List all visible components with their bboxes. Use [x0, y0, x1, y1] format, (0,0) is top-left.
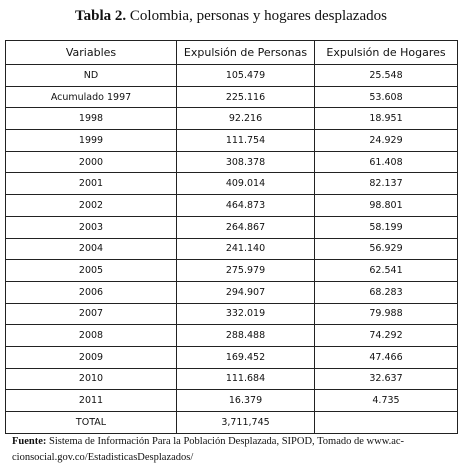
- cell: 105.479: [176, 64, 315, 87]
- cell: 111.684: [176, 367, 315, 391]
- cell: 332.019: [176, 302, 315, 326]
- cell: 92.216: [176, 107, 315, 131]
- cell: 4.735: [314, 389, 458, 412]
- cell: Acumulado 1997: [5, 85, 177, 109]
- cell: TOTAL: [5, 411, 177, 434]
- table-row: Acumulado 1997 225.116 53.608: [5, 85, 458, 109]
- cell: 2003: [5, 215, 177, 239]
- cell: 294.907: [176, 280, 315, 304]
- table-row: 2004 241.140 56.929: [5, 237, 458, 261]
- cell: 74.292: [314, 324, 458, 347]
- table-body: ND 105.479 25.548 Acumulado 1997 225.116 53.6…: [5, 64, 458, 434]
- table-row: 2001 409.014 82.137: [5, 172, 458, 196]
- cell: 18.951: [314, 107, 458, 131]
- title-label: Tabla 2.: [75, 8, 127, 24]
- cell: 264.867: [176, 215, 315, 239]
- title-text: Colombia, personas y hogares desplazados: [129, 8, 387, 24]
- cell: 288.488: [176, 324, 315, 347]
- table-row: 2003 264.867 58.199: [5, 215, 458, 239]
- footnote: Fuente: Sistema de Información Para la P…: [12, 434, 457, 466]
- footnote-label: Fuente:: [12, 436, 47, 447]
- cell: 56.929: [314, 237, 458, 261]
- cell: 464.873: [176, 194, 315, 217]
- table-row: 2007 332.019 79.988: [5, 302, 458, 326]
- cell: 275.979: [176, 259, 315, 282]
- cell: 169.452: [176, 345, 315, 369]
- cell: 2008: [5, 324, 177, 347]
- cell: 68.283: [314, 280, 458, 304]
- cell: 32.637: [314, 367, 458, 391]
- cell: 24.929: [314, 129, 458, 152]
- cell: 2001: [5, 172, 177, 196]
- table-row: 2008 288.488 74.292: [5, 324, 458, 347]
- cell: 308.378: [176, 150, 315, 174]
- footnote-line: Sistema de Información Para la Población…: [49, 436, 405, 447]
- cell: 79.988: [314, 302, 458, 326]
- cell: 409.014: [176, 172, 315, 196]
- cell: 3,711,745: [176, 411, 315, 434]
- table: Variables Expulsión de Personas Expulsión …: [5, 40, 458, 434]
- header-cell: Expulsión de Hogares: [314, 40, 458, 65]
- cell: 2000: [5, 150, 177, 174]
- cell: 61.408: [314, 150, 458, 174]
- cell: 58.199: [314, 215, 458, 239]
- table-title: Tabla 2. Colombia, personas y hogares de…: [0, 8, 462, 25]
- cell: 111.754: [176, 129, 315, 152]
- cell: 82.137: [314, 172, 458, 196]
- cell: 2009: [5, 345, 177, 369]
- cell: 2010: [5, 367, 177, 391]
- cell: 16.379: [176, 389, 315, 412]
- footnote-line: cionsocial.gov.co/EstadisticasDesplazado…: [12, 452, 194, 463]
- cell: 2004: [5, 237, 177, 261]
- table-row: 2010 111.684 32.637: [5, 367, 458, 391]
- table-row: 2006 294.907 68.283: [5, 280, 458, 304]
- cell: 2002: [5, 194, 177, 217]
- table-row: TOTAL 3,711,745: [5, 411, 458, 434]
- table-row: 2009 169.452 47.466: [5, 345, 458, 369]
- cell: 62.541: [314, 259, 458, 282]
- header-row: Variables Expulsión de Personas Expulsión …: [5, 40, 458, 65]
- table-row: 2000 308.378 61.408: [5, 150, 458, 174]
- cell: 2007: [5, 302, 177, 326]
- cell: 25.548: [314, 64, 458, 87]
- cell: 241.140: [176, 237, 315, 261]
- table-row: 1999 111.754 24.929: [5, 129, 458, 152]
- cell: 53.608: [314, 85, 458, 109]
- cell: 225.116: [176, 85, 315, 109]
- table-row: 2011 16.379 4.735: [5, 389, 458, 412]
- cell: 47.466: [314, 345, 458, 369]
- cell: 98.801: [314, 194, 458, 217]
- header-cell: Variables: [5, 40, 177, 65]
- table-row: 2002 464.873 98.801: [5, 194, 458, 217]
- table-row: 1998 92.216 18.951: [5, 107, 458, 131]
- cell: 2011: [5, 389, 177, 412]
- cell: 1999: [5, 129, 177, 152]
- cell: 1998: [5, 107, 177, 131]
- cell: 2006: [5, 280, 177, 304]
- table-row: ND 105.479 25.548: [5, 64, 458, 87]
- cell: ND: [5, 64, 177, 87]
- cell: 2005: [5, 259, 177, 282]
- empty-cell: [314, 411, 458, 434]
- header-cell: Expulsión de Personas: [176, 40, 315, 65]
- table-row: 2005 275.979 62.541: [5, 259, 458, 282]
